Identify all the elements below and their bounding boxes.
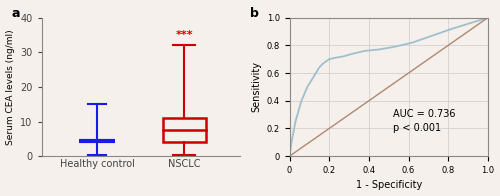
Text: AUC = 0.736: AUC = 0.736	[392, 109, 455, 119]
Bar	[79, 139, 115, 142]
Text: b: b	[250, 6, 258, 20]
Y-axis label: Sensitivity: Sensitivity	[251, 61, 261, 112]
Text: p < 0.001: p < 0.001	[392, 123, 441, 133]
X-axis label: 1 - Specificity: 1 - Specificity	[356, 181, 422, 191]
Text: a: a	[12, 6, 20, 20]
Y-axis label: Serum CEA levels (ng/ml): Serum CEA levels (ng/ml)	[6, 29, 15, 145]
Text: ***: ***	[176, 30, 193, 40]
Bar	[162, 118, 206, 142]
